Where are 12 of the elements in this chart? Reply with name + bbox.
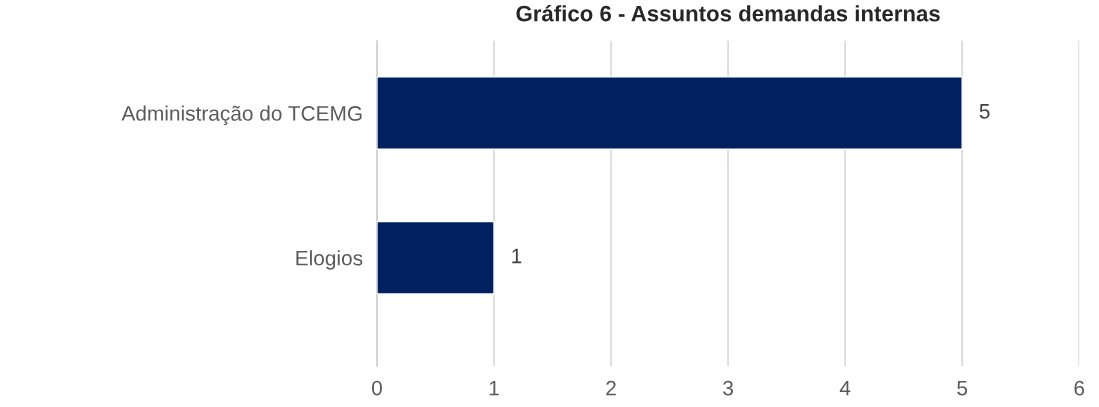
x-tick-label: 3 [723,380,733,396]
y-tick-label: Elogios [296,250,363,270]
x-tick-label: 1 [489,380,499,396]
data-label: 5 [979,104,990,119]
x-tick-label: 4 [839,380,851,396]
chart-title: Gráfico 6 - Assuntos demandas internas [516,4,940,22]
x-tick-label: 6 [1074,380,1085,396]
y-tick-label: Administração do TCEMG [121,105,362,126]
data-label: 1 [512,248,522,264]
x-tick-label: 0 [371,380,382,396]
x-tick-label: 2 [606,380,616,396]
x-tick-label: 5 [957,380,968,396]
